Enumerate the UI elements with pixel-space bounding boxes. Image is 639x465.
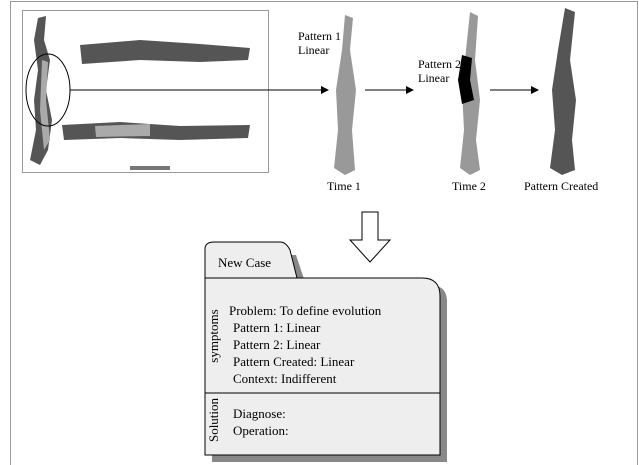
pattern-shape — [550, 8, 576, 175]
pattern-label: Pattern 2 — [418, 57, 461, 71]
case-folder — [204, 241, 447, 462]
section-label: Solution — [206, 397, 221, 442]
case-line: Pattern Created: Linear — [233, 354, 355, 369]
case-line: Problem: To define evolution — [229, 303, 382, 318]
time-label: Time 2 — [452, 179, 486, 193]
section-label: symptoms — [206, 309, 221, 362]
case-line: Diagnose: — [233, 406, 286, 421]
pattern-label: Linear — [418, 71, 449, 85]
pattern-label: Linear — [298, 43, 329, 57]
tab-label: New Case — [218, 255, 271, 270]
pattern-label: Pattern 1 — [298, 29, 341, 43]
case-line: Pattern 2: Linear — [233, 337, 321, 352]
source-image — [22, 10, 269, 173]
time-label: Time 1 — [327, 179, 361, 193]
down-arrow — [348, 211, 392, 263]
frame — [10, 1, 638, 465]
case-line: Pattern 1: Linear — [233, 320, 321, 335]
pattern-shape — [334, 15, 356, 175]
pattern-shape — [458, 55, 474, 104]
case-line: Operation: — [233, 423, 289, 438]
time-label: Pattern Created — [524, 179, 598, 193]
case-line: Context: Indifferent — [233, 371, 337, 386]
